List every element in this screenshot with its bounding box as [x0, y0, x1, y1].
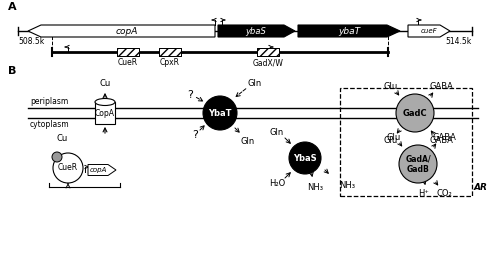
- Bar: [117, 48, 139, 56]
- Circle shape: [53, 153, 83, 183]
- Circle shape: [203, 96, 237, 130]
- Text: B: B: [8, 66, 16, 76]
- Text: GABA: GABA: [428, 81, 452, 91]
- Text: copA: copA: [89, 167, 106, 173]
- Text: CueR: CueR: [118, 58, 138, 67]
- Text: Glu: Glu: [383, 136, 397, 145]
- Text: GadC: GadC: [402, 108, 427, 118]
- Text: 514.5k: 514.5k: [445, 37, 471, 46]
- Bar: [95, 102, 115, 124]
- Ellipse shape: [95, 99, 115, 105]
- Text: Glu: Glu: [383, 81, 397, 91]
- Text: NH₃: NH₃: [306, 184, 323, 192]
- Text: periplasm: periplasm: [30, 97, 68, 106]
- Text: CueR: CueR: [58, 163, 78, 172]
- Polygon shape: [88, 164, 116, 176]
- Text: copA: copA: [115, 26, 138, 36]
- Bar: [117, 48, 139, 56]
- Text: ?: ?: [187, 90, 193, 100]
- Text: Gln: Gln: [241, 137, 255, 145]
- Text: GABA: GABA: [428, 136, 452, 145]
- Text: ybaT: ybaT: [337, 26, 359, 36]
- Text: A: A: [8, 2, 17, 12]
- Text: H₂O: H₂O: [268, 179, 285, 189]
- Bar: [257, 48, 279, 56]
- Circle shape: [52, 152, 62, 162]
- Text: Cu: Cu: [56, 134, 67, 143]
- Text: cueF: cueF: [420, 28, 436, 34]
- Text: Glu: Glu: [386, 132, 400, 142]
- Polygon shape: [28, 25, 215, 37]
- Text: 508.5k: 508.5k: [18, 37, 44, 46]
- Text: GABA: GABA: [431, 132, 455, 142]
- Text: H⁺: H⁺: [418, 190, 428, 198]
- Text: GadX/W: GadX/W: [252, 58, 283, 67]
- Bar: [159, 48, 181, 56]
- Text: YbaS: YbaS: [293, 153, 316, 163]
- Bar: [257, 48, 279, 56]
- Circle shape: [398, 145, 436, 183]
- Polygon shape: [297, 25, 399, 37]
- Bar: [159, 48, 181, 56]
- Text: cytoplasm: cytoplasm: [30, 120, 69, 129]
- Text: CpxR: CpxR: [160, 58, 180, 67]
- Text: GadA/
GadB: GadA/ GadB: [405, 154, 430, 174]
- Polygon shape: [218, 25, 294, 37]
- Text: AR: AR: [473, 183, 487, 192]
- Text: ybaS: ybaS: [244, 26, 265, 36]
- Text: CO₂: CO₂: [435, 190, 451, 198]
- Text: NH₃: NH₃: [338, 182, 354, 190]
- Circle shape: [395, 94, 433, 132]
- Text: Gln: Gln: [247, 78, 262, 87]
- Text: ?: ?: [192, 130, 198, 140]
- Text: Gln: Gln: [269, 128, 284, 137]
- Text: Cu: Cu: [99, 79, 110, 88]
- Polygon shape: [407, 25, 449, 37]
- Text: CopA: CopA: [95, 108, 115, 118]
- Circle shape: [288, 142, 320, 174]
- Text: YbaT: YbaT: [208, 108, 231, 118]
